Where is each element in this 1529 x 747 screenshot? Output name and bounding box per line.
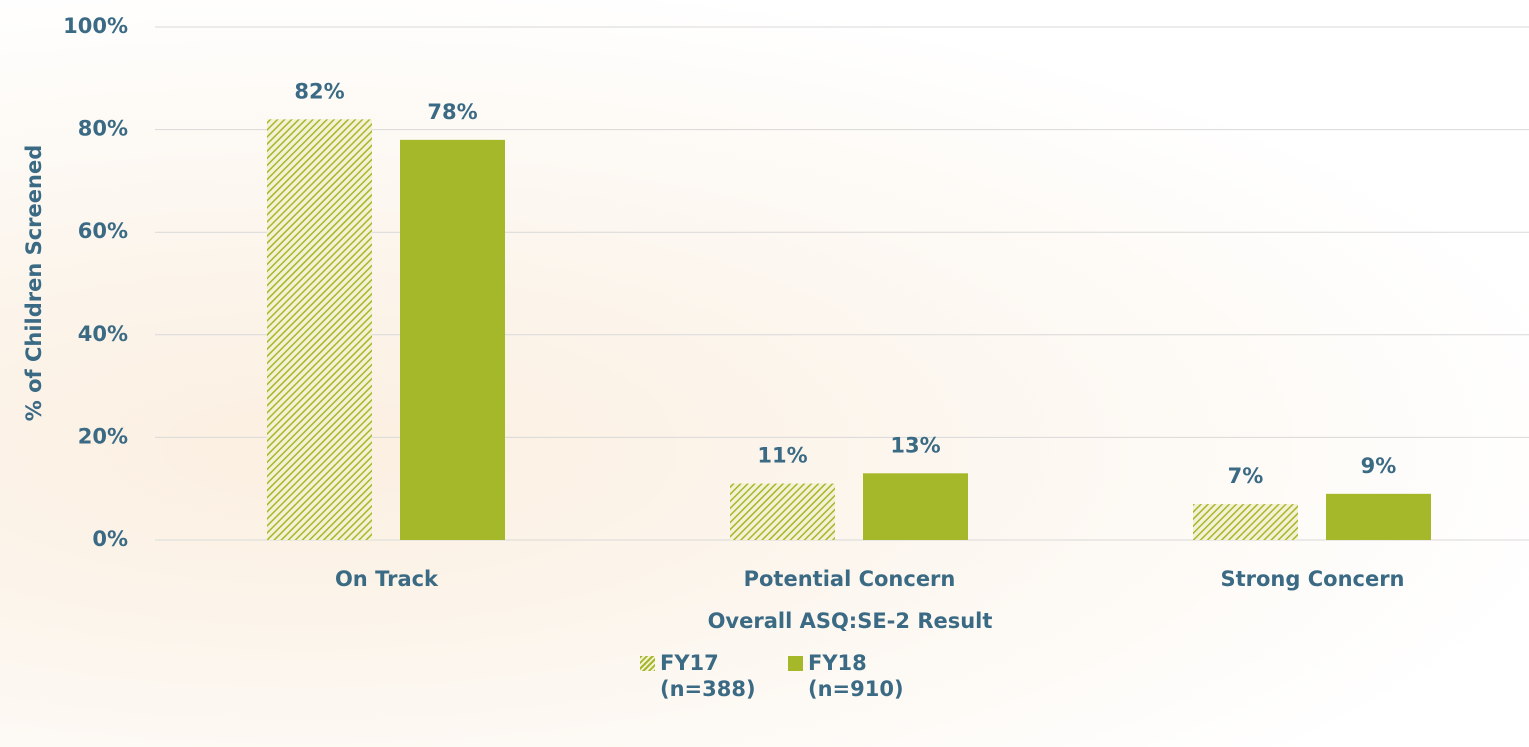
value-label: 7% xyxy=(1228,464,1264,488)
x-tick-label: Strong Concern xyxy=(1220,567,1404,591)
legend-label: FY18 (n=910) xyxy=(808,651,904,701)
bar xyxy=(730,483,835,540)
bar xyxy=(1326,493,1431,540)
x-tick-label: Potential Concern xyxy=(744,567,956,591)
value-label: 78% xyxy=(427,100,477,124)
y-tick-label: 100% xyxy=(63,14,128,38)
y-axis-title: % of Children Screened xyxy=(22,145,46,422)
y-tick-label: 80% xyxy=(78,117,128,141)
value-label: 13% xyxy=(890,433,940,457)
legend-label: FY17 (n=388) xyxy=(660,651,756,701)
y-tick-label: 40% xyxy=(78,322,128,346)
bar xyxy=(863,473,968,540)
y-tick-label: 20% xyxy=(78,424,128,448)
legend-swatch xyxy=(788,656,803,671)
y-tick-label: 60% xyxy=(78,219,128,243)
bar xyxy=(400,139,505,541)
bar xyxy=(1193,504,1298,540)
y-tick-label: 0% xyxy=(92,527,128,551)
value-label: 9% xyxy=(1361,454,1397,478)
value-label: 82% xyxy=(294,79,344,103)
x-tick-label: On Track xyxy=(335,567,439,591)
x-axis-title: Overall ASQ:SE-2 Result xyxy=(708,609,993,633)
value-label: 11% xyxy=(757,444,807,468)
legend: FY17 (n=388) FY18 (n=910) xyxy=(640,650,936,702)
bar xyxy=(267,119,372,540)
legend-swatch xyxy=(640,656,655,671)
